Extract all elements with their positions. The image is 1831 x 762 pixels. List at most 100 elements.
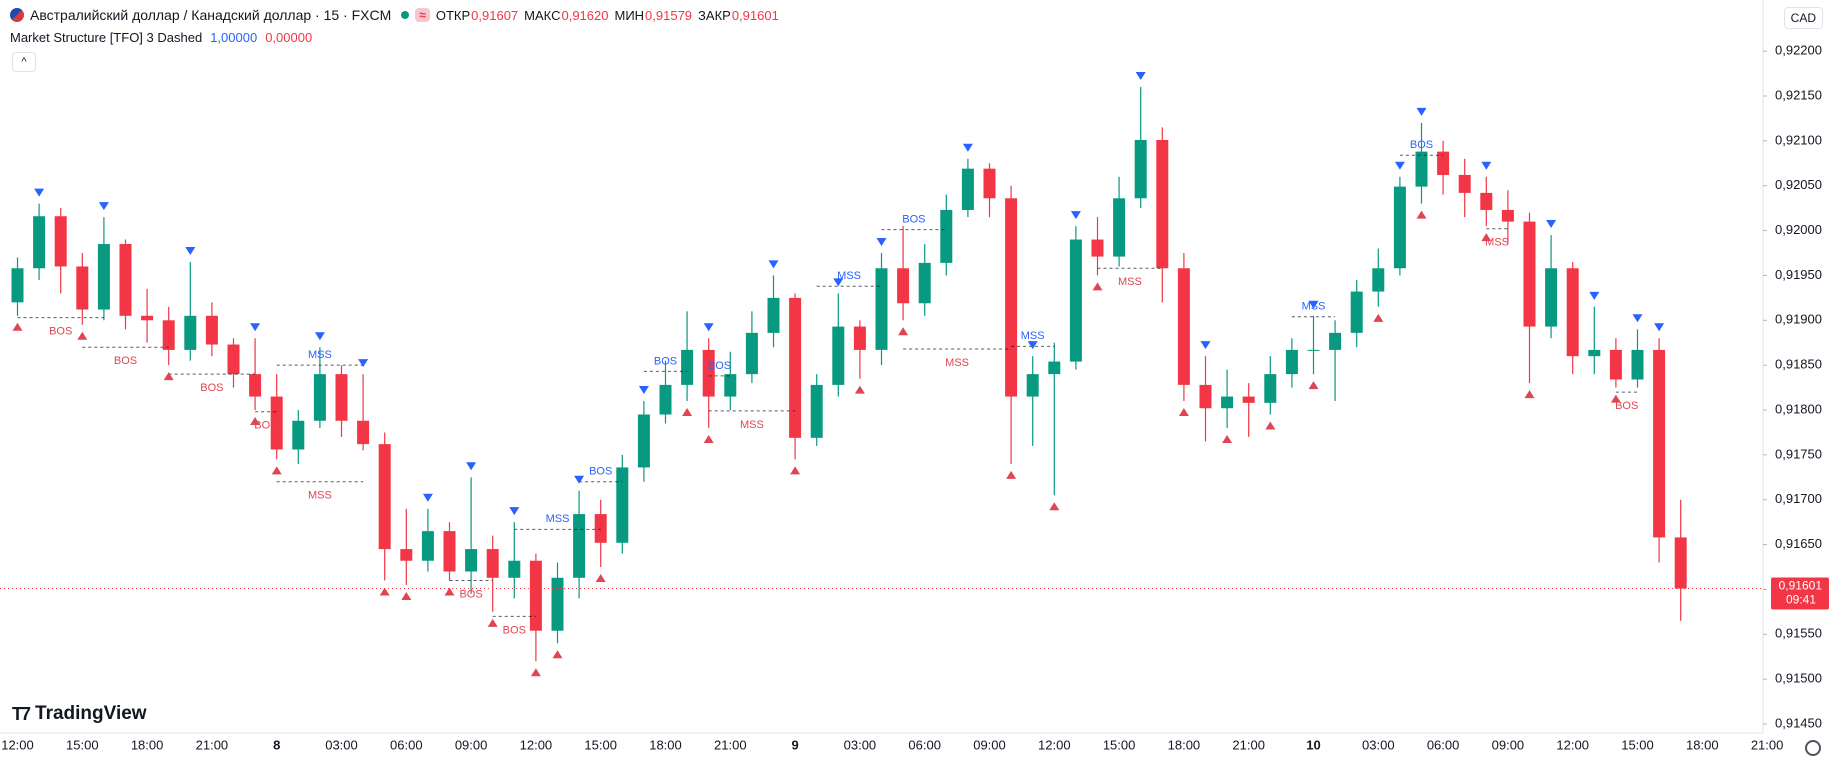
- candle-body: [1156, 139, 1169, 269]
- countdown-label: 09:41: [1786, 593, 1816, 607]
- swing-low-marker: [1373, 313, 1384, 322]
- candle-body: [702, 349, 715, 397]
- candle-body: [1458, 174, 1471, 193]
- candle-body: [832, 326, 845, 385]
- y-tick-label: 0,92000: [1775, 222, 1822, 237]
- x-tick-label: 06:00: [390, 737, 423, 752]
- y-tick-label: 0,91750: [1775, 446, 1822, 461]
- swing-low-marker: [1222, 434, 1233, 443]
- swing-high-marker: [1394, 161, 1405, 170]
- x-tick-label: 12:00: [1, 737, 34, 752]
- candle-body: [983, 168, 996, 199]
- candle-body: [810, 384, 823, 438]
- candle-body: [141, 315, 154, 321]
- swing-low-marker: [1416, 210, 1427, 219]
- structure-label: MSS: [945, 357, 969, 369]
- swing-high-marker: [1308, 300, 1319, 309]
- y-tick-label: 0,92200: [1775, 43, 1822, 58]
- structure-label: BOS: [1615, 400, 1638, 412]
- candle-body: [227, 344, 240, 375]
- structure-label: MSS: [308, 490, 332, 502]
- x-tick-label: 03:00: [1362, 737, 1395, 752]
- x-tick-label: 03:00: [844, 737, 877, 752]
- symbol-title[interactable]: Австралийский доллар / Канадский доллар …: [30, 7, 392, 23]
- candle-body: [1545, 268, 1558, 327]
- x-tick-label: 9: [791, 737, 798, 752]
- structure-label: MSS: [837, 270, 861, 282]
- candle-body: [11, 268, 24, 303]
- candle-body: [1566, 268, 1579, 357]
- x-tick-label: 8: [273, 737, 280, 752]
- structure-label: BOS: [654, 355, 677, 367]
- candle-body: [33, 216, 46, 269]
- ohlc-label: МИН: [614, 7, 645, 23]
- candle-body: [76, 266, 89, 310]
- collapse-button[interactable]: ^: [12, 52, 36, 72]
- candle-body: [1113, 198, 1126, 257]
- structure-label: MSS: [1118, 276, 1142, 288]
- structure-label: BOS: [200, 382, 223, 394]
- candle-body: [853, 326, 866, 350]
- candle-body: [400, 549, 413, 561]
- swing-low-marker: [1308, 381, 1319, 390]
- candle-body: [119, 244, 132, 316]
- structure-label: BOS: [1410, 139, 1433, 151]
- swing-low-marker: [1178, 408, 1189, 417]
- structure-label: BOS: [708, 360, 731, 372]
- swing-high-marker: [509, 507, 520, 516]
- candle-body: [1091, 239, 1104, 257]
- ohlc-label: МАКС: [524, 7, 561, 23]
- ohlc-label: ЗАКР: [698, 7, 731, 23]
- status-badge: ≈: [415, 8, 430, 22]
- candle-body: [1653, 349, 1666, 538]
- candle-body: [1264, 374, 1277, 403]
- candle-body: [637, 414, 650, 468]
- y-tick-label: 0,91500: [1775, 671, 1822, 686]
- structure-label: BOS: [114, 355, 137, 367]
- swing-low-marker: [12, 322, 23, 331]
- swing-low-marker: [703, 434, 714, 443]
- swing-low-marker: [854, 385, 865, 394]
- ohlc-value: 0,91607: [471, 7, 519, 23]
- currency-button[interactable]: CAD: [1783, 7, 1823, 29]
- candle-body: [529, 560, 542, 631]
- candle-body: [1199, 384, 1212, 409]
- ohlc-label: ОТКР: [435, 7, 471, 23]
- swing-high-marker: [250, 323, 261, 332]
- settings-button[interactable]: [1805, 740, 1821, 756]
- last-price-tag: [1771, 577, 1829, 610]
- candle-body: [443, 531, 456, 572]
- indicator-value: 1,00000: [210, 30, 258, 45]
- swing-high-marker: [34, 188, 45, 197]
- candle-body: [616, 467, 629, 543]
- candle-body: [270, 396, 283, 450]
- x-tick-label: 03:00: [325, 737, 358, 752]
- candle-body: [378, 444, 391, 550]
- candle-body: [573, 514, 586, 578]
- x-tick-label: 06:00: [1427, 737, 1460, 752]
- y-tick-label: 0,91900: [1775, 312, 1822, 327]
- candle-body: [961, 168, 974, 210]
- candle-body: [508, 560, 521, 578]
- x-tick-label: 10: [1306, 737, 1320, 752]
- swing-low-marker: [530, 668, 541, 677]
- swing-low-marker: [1265, 421, 1276, 430]
- swing-high-marker: [466, 462, 477, 471]
- swing-high-marker: [1200, 341, 1211, 350]
- candle-body: [594, 514, 607, 543]
- candle-body: [421, 531, 434, 561]
- candle-body: [205, 315, 218, 345]
- candle-body: [1026, 374, 1039, 397]
- swing-high-marker: [876, 238, 887, 247]
- candle-body: [1285, 349, 1298, 375]
- swing-low-marker: [1481, 233, 1492, 242]
- candle-body: [1221, 396, 1234, 409]
- structure-label: BOS: [902, 214, 925, 226]
- candle-body: [1501, 209, 1514, 222]
- x-tick-label: 21:00: [1232, 737, 1265, 752]
- swing-low-marker: [444, 587, 455, 596]
- indicator-name[interactable]: Market Structure [TFO] 3 Dashed: [10, 30, 203, 45]
- y-tick-label: 0,92100: [1775, 132, 1822, 147]
- candle-body: [875, 268, 888, 350]
- brand: T7 TradingView: [12, 703, 147, 725]
